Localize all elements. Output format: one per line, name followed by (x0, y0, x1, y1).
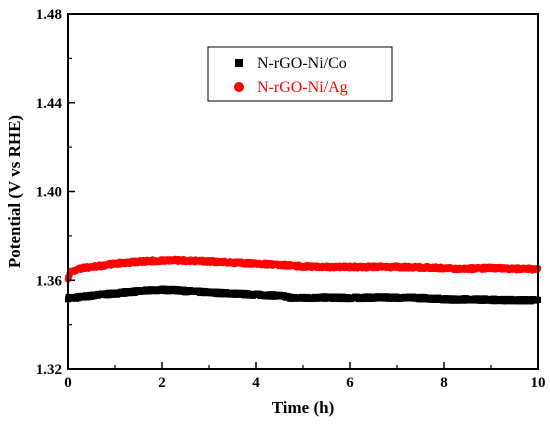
x-axis-label: Time (h) (272, 398, 335, 417)
legend-label-series-1: N-rGO-Ni/Co (257, 55, 347, 72)
x-tick-label: 4 (252, 375, 260, 391)
legend-marker-square (235, 59, 243, 67)
y-tick-label: 1.40 (36, 185, 62, 201)
x-tick-label: 6 (346, 375, 354, 391)
legend-box (207, 46, 393, 102)
legend-marker-circle (234, 82, 244, 92)
y-tick-label: 1.32 (36, 362, 62, 378)
x-tick-label: 2 (158, 375, 166, 391)
series-1 (65, 285, 541, 305)
y-tick-label: 1.36 (36, 273, 63, 289)
y-tick-label: 1.48 (36, 7, 62, 23)
legend-label-series-2: N-rGO-Ni/Ag (257, 79, 348, 96)
series-2 (64, 255, 542, 283)
y-axis-label: Potential (V vs RHE) (5, 115, 24, 268)
axis-ticks (67, 13, 539, 370)
tick-labels: 0 2 4 6 8 10 1.32 1.36 1.40 1.44 1.48 (36, 7, 546, 391)
x-tick-label: 0 (64, 375, 72, 391)
x-tick-label: 8 (440, 375, 448, 391)
y-tick-label: 1.44 (36, 96, 63, 112)
plot-area (64, 255, 542, 305)
legend: N-rGO-Ni/Co N-rGO-Ni/Ag (207, 46, 393, 102)
x-tick-label: 10 (531, 375, 546, 391)
